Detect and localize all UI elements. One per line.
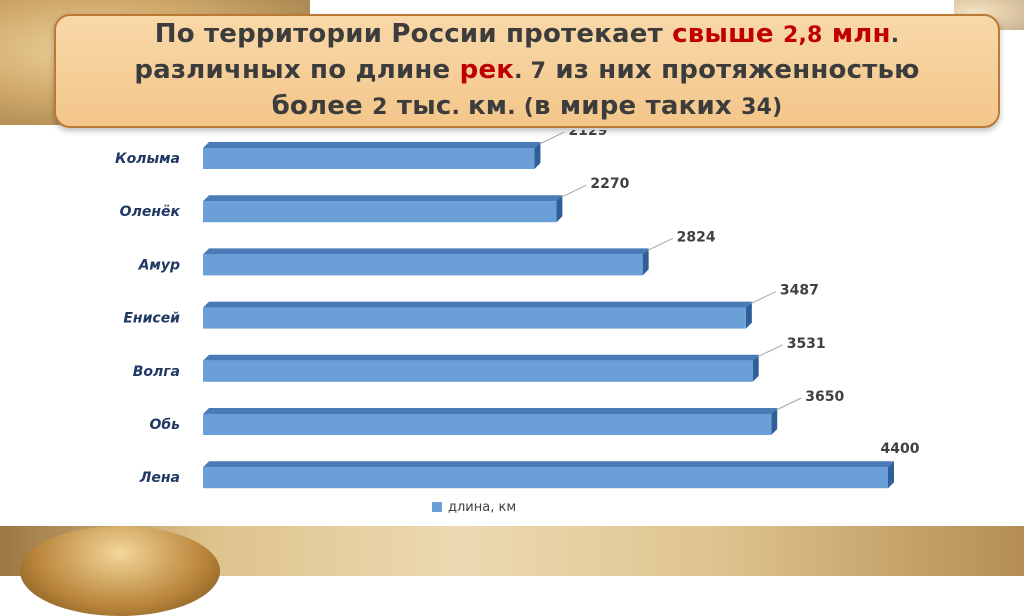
value-label-7: 4400 <box>881 441 920 457</box>
title-highlight: млн <box>822 19 891 49</box>
value-leader-line-2 <box>561 184 587 198</box>
value-label-3: 2824 <box>677 229 716 245</box>
title-text-segment: . <box>514 59 531 84</box>
value-leader-line-4 <box>750 291 777 305</box>
category-label-7: Лена <box>139 470 180 486</box>
title-text-segment: . <box>507 95 524 120</box>
bar-side-6 <box>771 408 778 435</box>
value-label-4: 3487 <box>780 283 819 299</box>
bar-chart: Колыма 2129 Оленёк 2270 Амур 2824 Енисей 3487 Во… <box>115 130 920 515</box>
bar-top-2 <box>203 195 563 202</box>
chart-legend: длина, км <box>432 500 516 515</box>
bar-1 <box>203 148 535 169</box>
bar-top-6 <box>203 408 778 414</box>
value-leader-line-1 <box>539 131 565 145</box>
bar-5 <box>203 360 753 382</box>
category-label-6: Обь <box>149 417 180 433</box>
bar-side-3 <box>642 248 649 276</box>
bar-7 <box>203 467 888 489</box>
bars-group: Колыма 2129 Оленёк 2270 Амур 2824 Енисей 3487 Во… <box>115 130 920 489</box>
title-box: По территории России протекает свыше 2,8… <box>54 14 1000 128</box>
title-text-segment: более <box>271 91 373 121</box>
title-text-segment: ) <box>772 95 783 120</box>
bar-side-5 <box>752 354 759 382</box>
title-text-segment: км <box>467 91 508 121</box>
bar-top-3 <box>203 248 649 255</box>
title-number: 7 <box>530 59 547 84</box>
slide-title: По территории России протекает свыше 2,8… <box>134 17 919 125</box>
bar-top-4 <box>203 301 752 308</box>
value-leader-line-5 <box>757 344 783 358</box>
title-number: 2 <box>372 95 388 120</box>
bar-4 <box>203 307 746 329</box>
bar-2 <box>203 201 557 223</box>
bar-6 <box>203 414 772 435</box>
title-number: 34 <box>741 95 773 120</box>
bar-side-4 <box>745 301 752 329</box>
title-text-segment: По территории России протекает <box>154 19 673 49</box>
title-text-segment: . <box>890 23 900 48</box>
value-label-6: 3650 <box>805 389 844 405</box>
bar-side-1 <box>534 142 541 169</box>
value-label-2: 2270 <box>590 176 629 192</box>
bar-top-5 <box>203 354 759 361</box>
value-label-1: 2129 <box>568 130 607 139</box>
bar-top-1 <box>203 142 541 148</box>
title-text-segment: из них протяженностью <box>546 55 920 85</box>
coin-image <box>20 526 220 616</box>
title-text-segment: в мире таких <box>533 91 742 121</box>
category-label-1: Колыма <box>115 151 180 167</box>
value-leader-line-6 <box>776 397 802 411</box>
bar-side-7 <box>888 461 894 489</box>
bar-side-2 <box>556 195 563 223</box>
legend-label: длина, км <box>448 500 516 515</box>
legend-swatch <box>432 502 442 512</box>
title-highlight-number: 2,8 <box>782 23 823 48</box>
title-highlight: рек <box>459 55 515 85</box>
value-leader-line-3 <box>647 237 673 251</box>
title-text-segment: ( <box>523 95 534 120</box>
category-label-2: Оленёк <box>120 204 181 220</box>
title-text-segment: различных по длине <box>134 55 460 85</box>
title-text-segment: тыс <box>387 91 452 121</box>
category-label-4: Енисей <box>123 311 180 327</box>
title-highlight: свыше <box>672 19 783 49</box>
value-label-5: 3531 <box>787 336 826 352</box>
title-text-segment: . <box>451 95 468 120</box>
category-label-3: Амур <box>138 257 180 273</box>
bar-3 <box>203 254 643 276</box>
bar-top-7 <box>203 461 894 468</box>
category-label-5: Волга <box>133 364 180 380</box>
